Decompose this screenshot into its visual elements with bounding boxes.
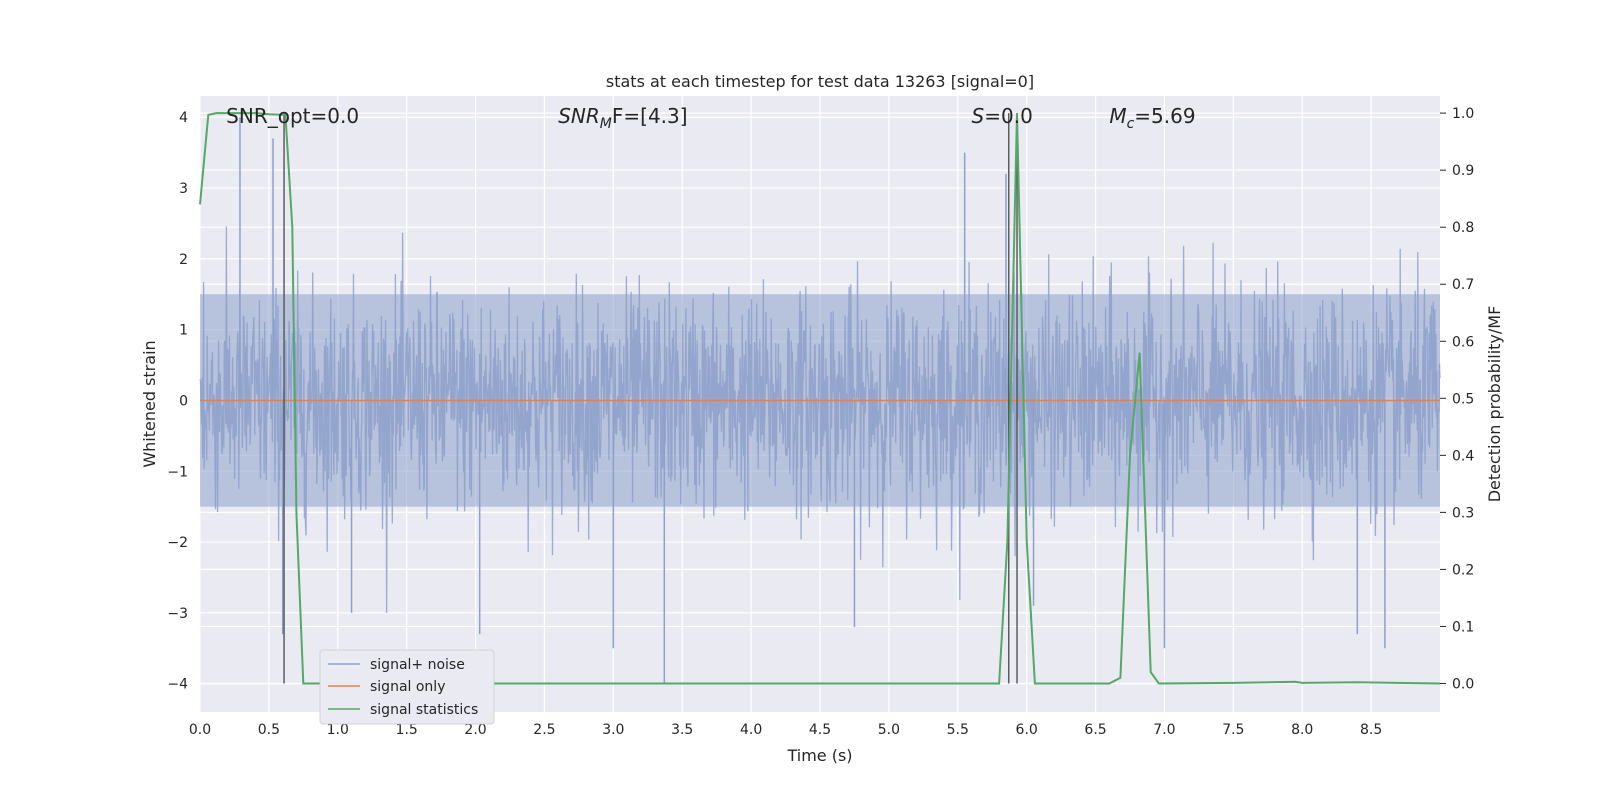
annotations: SNR_opt=0.0 SNRMF=[4.3] S=0.0 Mc=5.69 [226,104,1195,132]
legend-label-signal-only: signal only [370,679,445,695]
y-tick-right-label: 0.8 [1452,220,1474,236]
x-tick-label: 3.5 [671,722,693,738]
x-tick-label: 8.0 [1291,722,1313,738]
x-tick-label: 0.0 [189,722,211,738]
y-tick-right-label: 0.1 [1452,619,1474,635]
x-tick-label: 6.5 [1084,722,1106,738]
y-tick-right-label: 0.3 [1452,505,1474,521]
x-tick-label: 5.5 [947,722,969,738]
x-tick-label: 8.5 [1360,722,1382,738]
x-tick-label: 1.0 [327,722,349,738]
x-axis-ticks: 0.0 0.5 1.0 1.5 2.0 2.5 3.0 3.5 4.0 4.5 5.0 5.5 6.0 6… [189,722,1382,738]
x-tick-label: 7.5 [1222,722,1244,738]
y-tick-left-label: −1 [167,464,188,480]
y-axis-left-label: Whitened strain [140,340,159,467]
y-tick-right-label: 0.0 [1452,676,1474,692]
x-axis-label: Time (s) [786,746,852,765]
chart-title: stats at each timestep for test data 132… [606,72,1034,91]
x-tick-label: 5.0 [878,722,900,738]
annotation: SNR_opt=0.0 [226,104,359,128]
y-tick-left-label: 0 [179,393,188,409]
signal-statistics-series [199,112,1441,685]
annotation: Mc=5.69 [1109,104,1195,132]
x-tick-label: 2.0 [464,722,486,738]
marker-lines [283,113,1018,684]
y-tick-left-label: −3 [167,606,188,622]
x-tick-label: 6.0 [1016,722,1038,738]
y-tick-right-label: 0.2 [1452,562,1474,578]
legend-label-signal-noise: signal+ noise [370,657,465,673]
x-tick-label: 3.0 [602,722,624,738]
y-tick-left-label: −4 [167,677,188,693]
y-axis-left-ticks: −4 −3 −2 −1 0 1 2 3 4 [167,110,188,692]
x-tick-label: 4.5 [809,722,831,738]
x-tick-label: 4.0 [740,722,762,738]
y-tick-right-label: 0.9 [1452,163,1474,179]
signal-statistics-line [199,112,1441,685]
y-tick-right-label: 0.5 [1452,391,1474,407]
annotation: SNRMF=[4.3] [558,104,687,132]
y-tick-right-label: 0.7 [1452,277,1474,293]
y-tick-left-label: 1 [179,323,188,339]
y-tick-right-label: 0.4 [1452,448,1474,464]
x-tick-label: 7.0 [1153,722,1175,738]
y-tick-left-label: 2 [179,252,188,268]
legend-box [319,649,495,725]
annotation: S=0.0 [972,104,1033,128]
x-tick-label: 0.5 [258,722,280,738]
y-axis-right-label: Detection probability/MF [1485,306,1504,503]
y-tick-left-label: 4 [179,110,188,126]
x-tick-label: 1.5 [396,722,418,738]
y-tick-left-label: 3 [179,181,188,197]
legend-label-signal-statistics: signal statistics [370,702,478,718]
y-tick-left-label: −2 [167,535,188,551]
x-tick-label: 2.5 [533,722,555,738]
legend: signal+ noise signal only signal statist… [319,649,495,725]
y-tick-right-label: 1.0 [1452,106,1474,122]
y-tick-right-label: 0.6 [1452,334,1474,350]
y-axis-right-ticks: 0.0 0.1 0.2 0.3 0.4 0.5 0.6 0.7 0.8 0.9 1.0 [1440,106,1474,692]
